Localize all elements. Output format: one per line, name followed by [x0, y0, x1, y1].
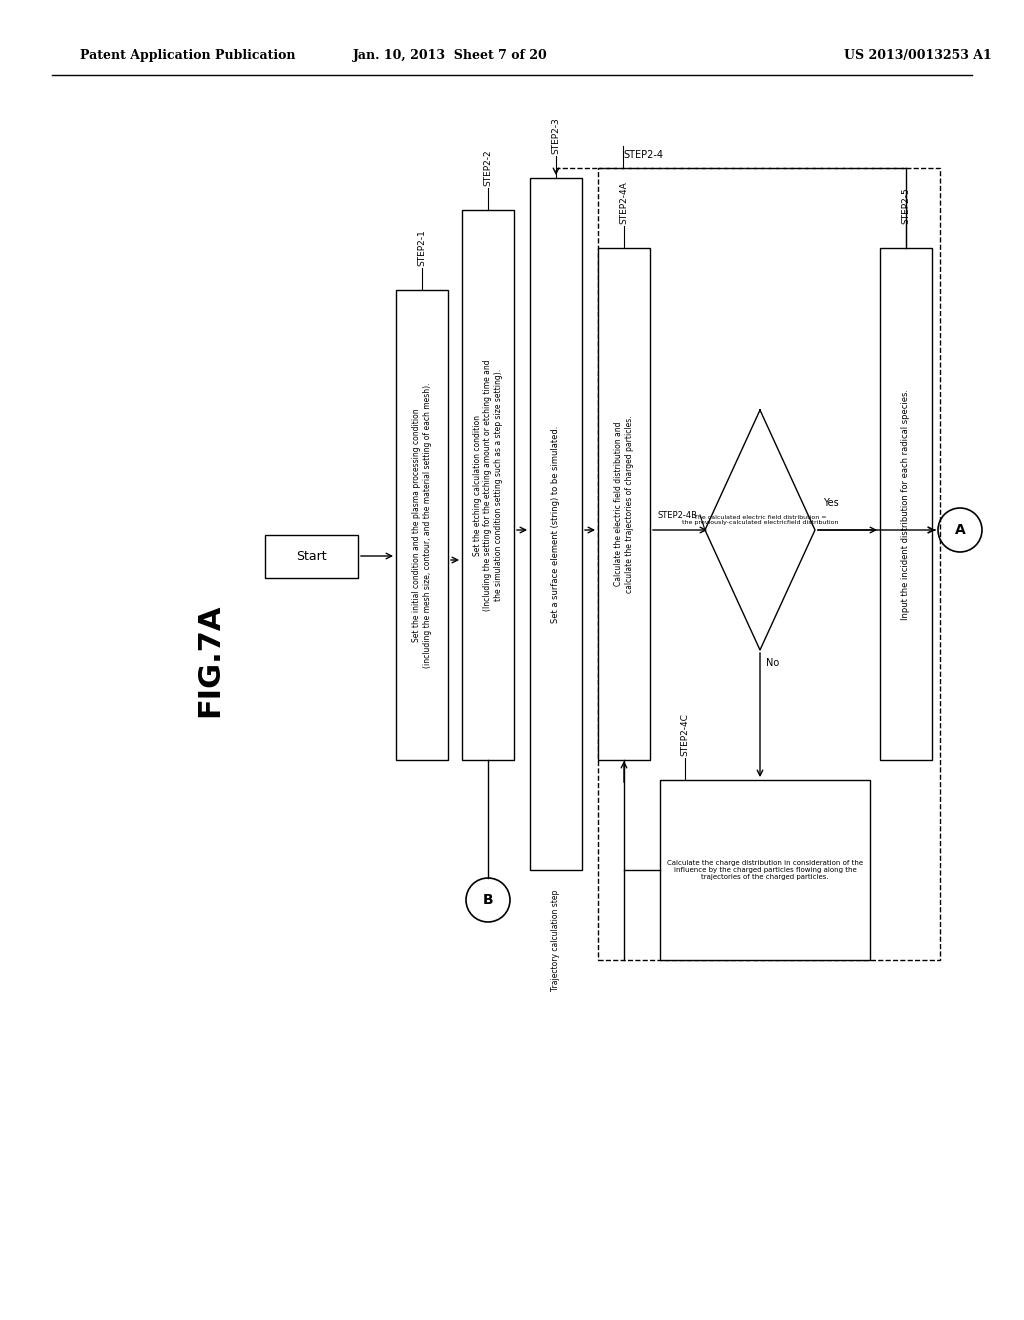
- Text: Trajectory calculation step: Trajectory calculation step: [552, 890, 560, 991]
- Text: STEP2-5: STEP2-5: [901, 187, 910, 224]
- Text: US 2013/0013253 A1: US 2013/0013253 A1: [844, 49, 992, 62]
- Text: Set the etching calculation condition
(Including the setting for the etching amo: Set the etching calculation condition (I…: [473, 359, 503, 611]
- Text: STEP2-4: STEP2-4: [623, 150, 663, 160]
- Text: STEP2-4C: STEP2-4C: [681, 713, 689, 756]
- Bar: [530, 178, 582, 870]
- Text: Set the initial condition and the plasma processing condition
(including the mes: Set the initial condition and the plasma…: [413, 383, 432, 668]
- Text: Input the incident distribution for each radical species.: Input the incident distribution for each…: [901, 388, 910, 619]
- Text: Calculate the electric field distribution and
calculate the trajectories of char: Calculate the electric field distributio…: [614, 416, 634, 593]
- Bar: [462, 210, 514, 760]
- Bar: [598, 248, 650, 760]
- Text: Jan. 10, 2013  Sheet 7 of 20: Jan. 10, 2013 Sheet 7 of 20: [352, 49, 548, 62]
- Bar: [396, 290, 449, 760]
- Text: B: B: [482, 894, 494, 907]
- Text: Patent Application Publication: Patent Application Publication: [80, 49, 296, 62]
- Text: A: A: [954, 523, 966, 537]
- Bar: [598, 168, 940, 960]
- Text: STEP2-3: STEP2-3: [552, 117, 560, 154]
- Text: The calculated electric field distribution =
the previously-calculated electricf: The calculated electric field distributi…: [682, 515, 839, 525]
- Text: STEP2-4B: STEP2-4B: [657, 511, 697, 520]
- Text: Set a surface element (string) to be simulated.: Set a surface element (string) to be sim…: [552, 425, 560, 623]
- Text: STEP2-4A: STEP2-4A: [620, 181, 629, 224]
- Text: FIG.7A: FIG.7A: [196, 603, 224, 717]
- Text: No: No: [766, 657, 779, 668]
- Text: STEP2-1: STEP2-1: [418, 230, 427, 267]
- Text: Yes: Yes: [823, 498, 839, 508]
- Text: Start: Start: [296, 550, 327, 564]
- Text: STEP2-2: STEP2-2: [483, 149, 493, 186]
- Text: Calculate the charge distribution in consideration of the
influence by the charg: Calculate the charge distribution in con…: [667, 861, 863, 880]
- Bar: [265, 535, 358, 578]
- Bar: [660, 780, 870, 960]
- Bar: [880, 248, 932, 760]
